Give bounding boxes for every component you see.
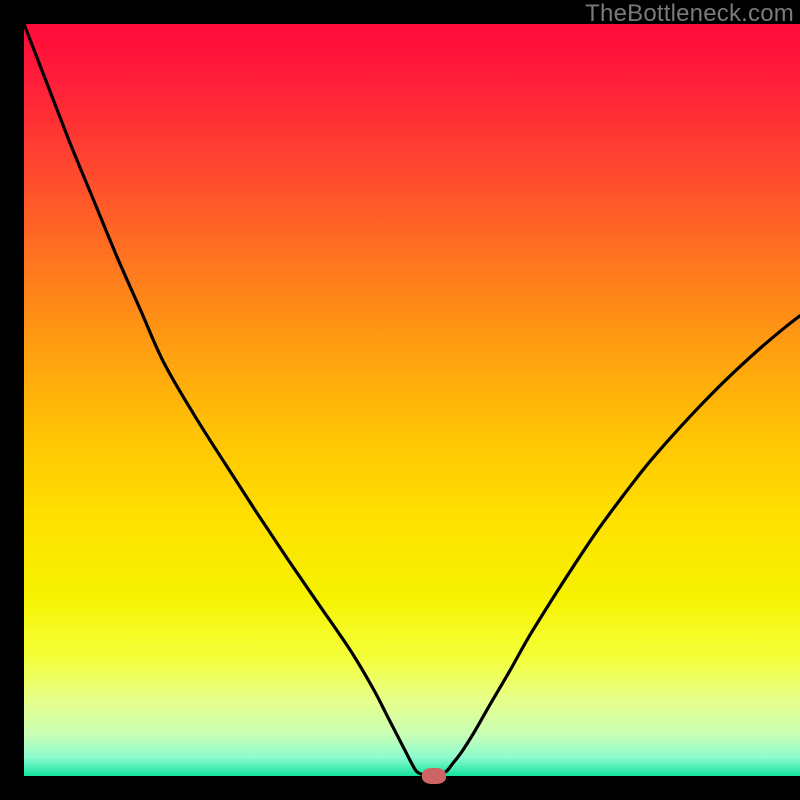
- optimum-marker: [422, 768, 446, 784]
- plot-area: [24, 24, 800, 776]
- chart-frame: TheBottleneck.com: [0, 0, 800, 800]
- watermark-text: TheBottleneck.com: [585, 0, 794, 28]
- bottleneck-curve: [24, 24, 800, 776]
